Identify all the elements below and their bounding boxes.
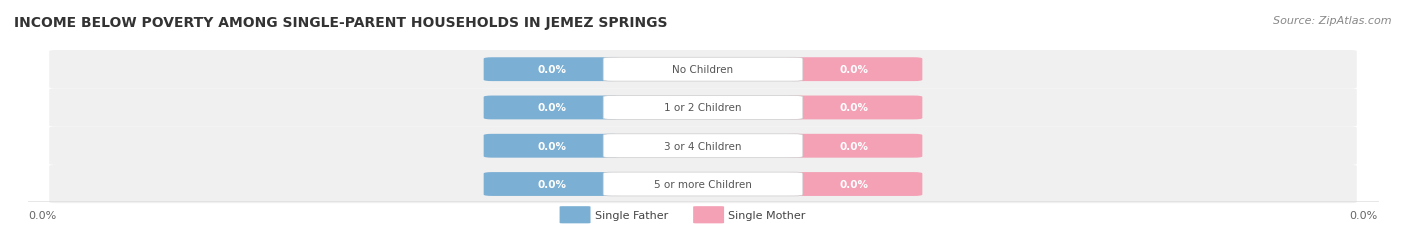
Text: No Children: No Children [672,65,734,75]
Text: INCOME BELOW POVERTY AMONG SINGLE-PARENT HOUSEHOLDS IN JEMEZ SPRINGS: INCOME BELOW POVERTY AMONG SINGLE-PARENT… [14,16,668,30]
Text: 0.0%: 0.0% [839,103,869,113]
Text: 0.0%: 0.0% [537,65,567,75]
FancyBboxPatch shape [786,96,922,120]
FancyBboxPatch shape [786,172,922,196]
FancyBboxPatch shape [603,172,803,196]
FancyBboxPatch shape [484,172,620,196]
FancyBboxPatch shape [603,134,803,158]
Text: 0.0%: 0.0% [537,141,567,151]
FancyBboxPatch shape [786,134,922,158]
Text: 0.0%: 0.0% [537,103,567,113]
Text: 0.0%: 0.0% [537,179,567,189]
Text: Single Mother: Single Mother [728,210,806,220]
FancyBboxPatch shape [693,206,724,223]
FancyBboxPatch shape [603,96,803,120]
FancyBboxPatch shape [603,58,803,82]
Text: 0.0%: 0.0% [839,179,869,189]
FancyBboxPatch shape [786,58,922,82]
FancyBboxPatch shape [484,58,620,82]
FancyBboxPatch shape [49,127,1357,165]
Text: 3 or 4 Children: 3 or 4 Children [664,141,742,151]
Text: 0.0%: 0.0% [28,210,56,220]
Text: 0.0%: 0.0% [839,141,869,151]
Text: Source: ZipAtlas.com: Source: ZipAtlas.com [1274,16,1392,26]
Text: 5 or more Children: 5 or more Children [654,179,752,189]
FancyBboxPatch shape [49,89,1357,127]
Text: 0.0%: 0.0% [1350,210,1378,220]
Text: 1 or 2 Children: 1 or 2 Children [664,103,742,113]
Text: 0.0%: 0.0% [839,65,869,75]
FancyBboxPatch shape [560,206,591,223]
Text: Single Father: Single Father [595,210,668,220]
FancyBboxPatch shape [49,165,1357,203]
FancyBboxPatch shape [484,96,620,120]
FancyBboxPatch shape [484,134,620,158]
FancyBboxPatch shape [49,51,1357,89]
